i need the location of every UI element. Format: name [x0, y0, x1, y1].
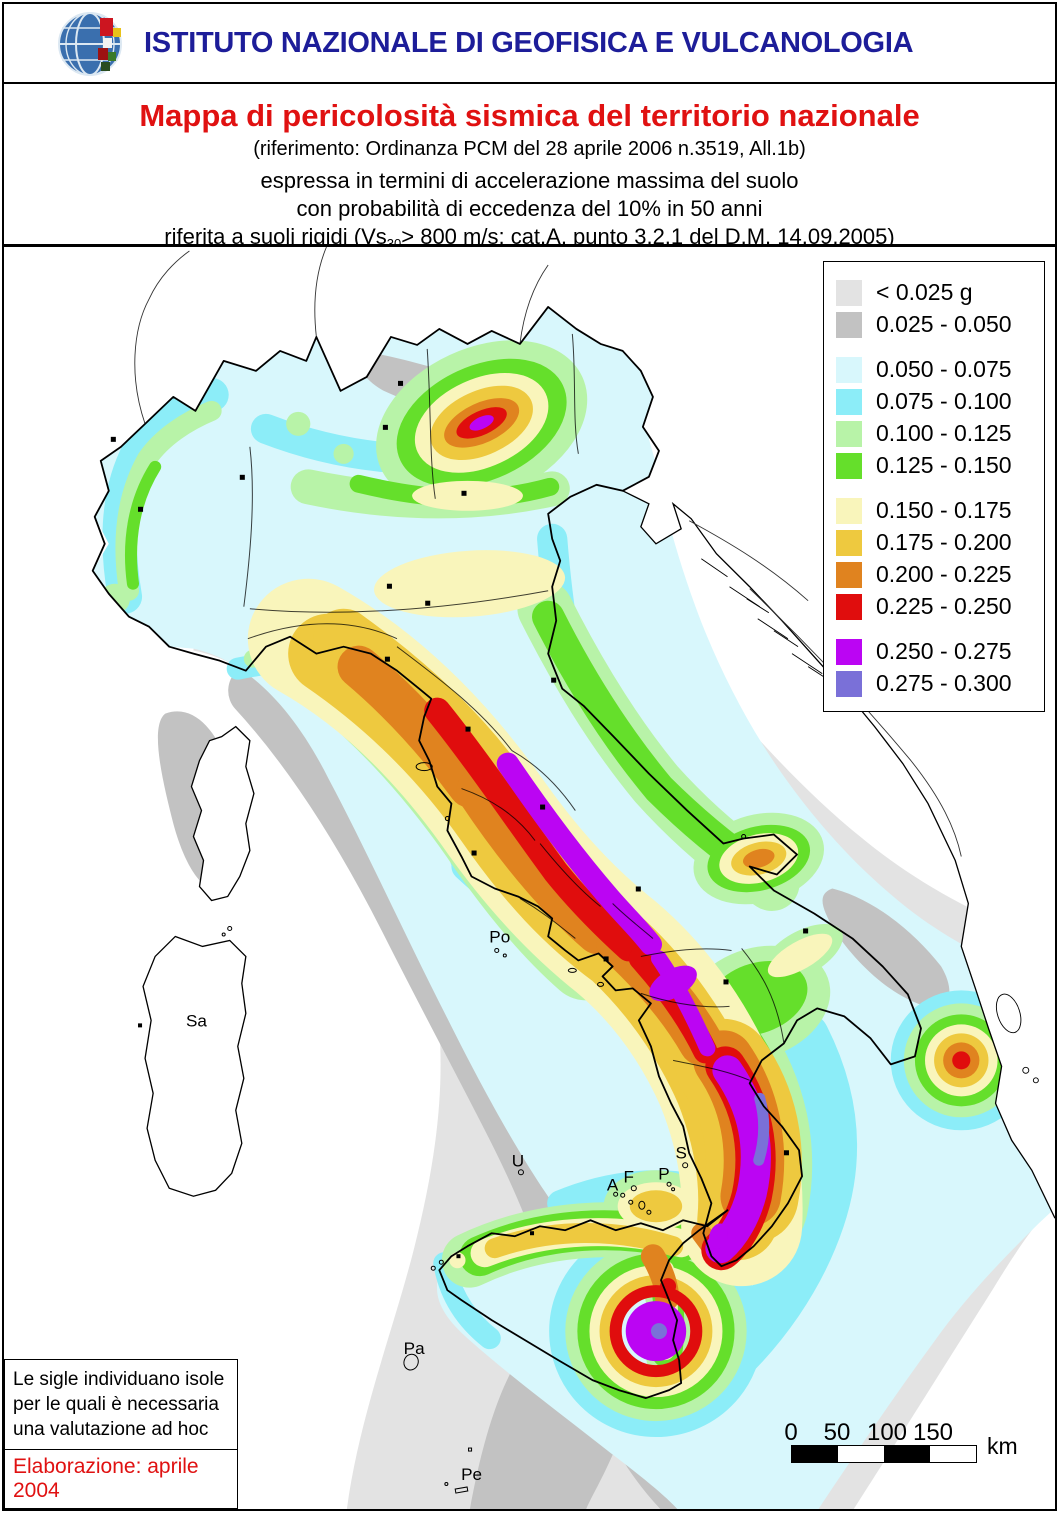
label-u: U [512, 1151, 524, 1170]
legend-swatch [836, 311, 862, 338]
layer-0275-0300 [650, 1092, 770, 1340]
map-area: Sa Po U A F P S Pa Pe < 0.025 g 0.025 - … [4, 246, 1055, 1509]
legend-swatch [836, 670, 862, 697]
legend-row: 0.100 - 0.125 [836, 420, 1034, 447]
legend-swatch [836, 452, 862, 479]
region-boundaries [243, 333, 785, 1081]
label-s: S [675, 1143, 686, 1162]
island-labels: Sa Po U A F P S Pa Pe [186, 928, 687, 1484]
sardinia [142, 935, 247, 1197]
italy-outline [91, 306, 922, 1268]
foreign-land-mask [4, 247, 1055, 1219]
legend-swatch [836, 388, 862, 415]
label-sa: Sa [186, 1011, 207, 1030]
label-f: F [624, 1167, 634, 1186]
legend-row: 0.200 - 0.225 [836, 561, 1034, 588]
legend-swatch [836, 529, 862, 556]
org-name: ISTITUTO NAZIONALE DI GEOFISICA E VULCAN… [144, 26, 914, 59]
legend-swatch [836, 420, 862, 447]
legend-row: 0.175 - 0.200 [836, 529, 1034, 556]
sicily-outline [438, 1209, 729, 1399]
legend-row: 0.150 - 0.175 [836, 497, 1034, 524]
elaboration-note: Elaborazione: aprile 2004 [4, 1450, 238, 1509]
legend-swatch [836, 561, 862, 588]
corsica [190, 725, 255, 902]
label-pa: Pa [404, 1339, 425, 1358]
scale-ticks: 0 50 100 150 [784, 1419, 954, 1446]
islands-note: Le sigle individuano isole per le quali … [4, 1358, 238, 1450]
legend-row: 0.225 - 0.250 [836, 593, 1034, 620]
title-block: Mappa di pericolosità sismica del territ… [4, 84, 1055, 251]
legend-swatch [836, 593, 862, 620]
layer-0250-0275 [469, 415, 771, 1362]
label-pe: Pe [461, 1465, 482, 1484]
legend-row: 0.125 - 0.150 [836, 452, 1034, 479]
legend-swatch [836, 279, 862, 306]
map-reference: (riferimento: Ordinanza PCM del 28 april… [253, 138, 806, 160]
scale-bar-segments [791, 1445, 977, 1463]
map-title: Mappa di pericolosità sismica del territ… [139, 98, 920, 133]
notes: Le sigle individuano isole per le quali … [4, 1358, 238, 1509]
small-islands [221, 762, 747, 1494]
legend-swatch [836, 638, 862, 665]
label-po: Po [489, 928, 510, 947]
legend-row: 0.050 - 0.075 [836, 356, 1034, 383]
legend-row: 0.275 - 0.300 [836, 670, 1034, 697]
subtitle-line3: riferita a suoli rigidi (Vs30> 800 m/s; … [164, 224, 895, 252]
inland-borders [134, 247, 962, 857]
hazard-map: Sa Po U A F P S Pa Pe [4, 247, 1055, 1509]
legend-swatch [836, 497, 862, 524]
scale-bar: 0 50 100 150 km [784, 1419, 1023, 1465]
label-p: P [658, 1164, 669, 1183]
scale-unit: km [987, 1433, 1018, 1459]
legend-swatch [836, 356, 862, 383]
subtitle-line1: espressa in termini di accelerazione mas… [260, 168, 799, 193]
balkan-coastline [622, 490, 1055, 1219]
legend-row: 0.250 - 0.275 [836, 638, 1034, 665]
map-subtitle: espressa in termini di accelerazione mas… [4, 167, 1055, 253]
subtitle-line2: con probabilità di eccedenza del 10% in … [296, 196, 763, 222]
label-a: A [607, 1175, 619, 1194]
legend-row: 0.025 - 0.050 [836, 311, 1034, 338]
header: ISTITUTO NAZIONALE DI GEOFISICA E VULCAN… [4, 4, 1055, 84]
city-markers [110, 380, 809, 1259]
legend-row: 0.075 - 0.100 [836, 388, 1034, 415]
ingv-logo-icon [58, 12, 122, 76]
legend: < 0.025 g 0.025 - 0.050 0.050 - 0.075 0.… [823, 261, 1045, 712]
legend-row: < 0.025 g [836, 279, 1034, 306]
